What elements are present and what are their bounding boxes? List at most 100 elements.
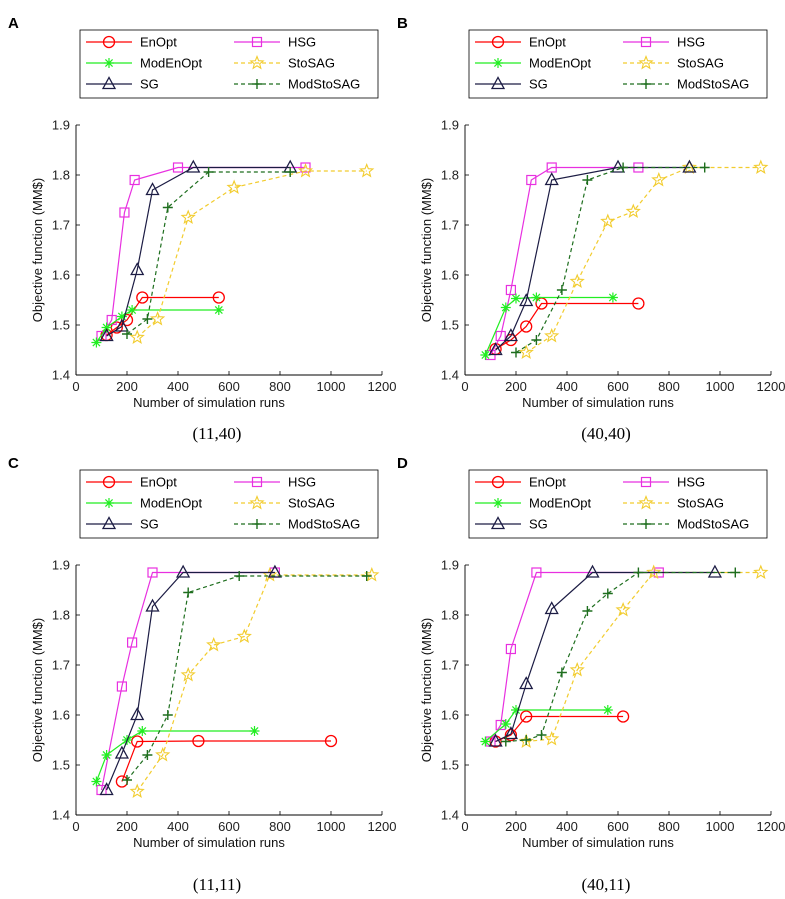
legend-marker-plus-icon xyxy=(641,79,651,89)
panel-b: B EnOpt HSG ModEnOpt StoSAG SG ModStoSAG 0 200 40… xyxy=(397,15,785,443)
series-enopt xyxy=(489,297,645,356)
series-hsg xyxy=(485,162,644,361)
x-tick-label: 800 xyxy=(658,379,680,394)
data-point xyxy=(520,320,533,333)
data-point xyxy=(236,628,252,643)
legend-marker-triangle-icon xyxy=(490,76,506,90)
legend-marker-circle-icon xyxy=(491,35,505,49)
legend-label: SG xyxy=(140,517,159,532)
legend-marker-triangle-icon xyxy=(101,76,117,90)
data-point xyxy=(130,262,145,276)
legend-entry-stosag: StoSAG xyxy=(234,54,335,71)
series-hsg xyxy=(96,567,280,796)
data-point xyxy=(488,733,503,747)
data-point xyxy=(519,676,534,690)
x-tick-label: 400 xyxy=(556,379,578,394)
data-point xyxy=(136,291,149,304)
data-point xyxy=(556,667,567,678)
data-point xyxy=(101,322,112,333)
legend-entry-modstosag: ModStoSAG xyxy=(623,77,749,92)
series-modstosag xyxy=(122,571,372,785)
panel-letter: B xyxy=(397,15,408,32)
legend-label: EnOpt xyxy=(529,475,566,490)
legend-label: StoSAG xyxy=(288,56,335,71)
series-stosag xyxy=(518,159,769,359)
y-axis-label: Objective function (MM$) xyxy=(419,178,434,323)
panel-c: C EnOpt HSG ModEnOpt StoSAG SG ModStoSAG 0 200 40… xyxy=(8,455,396,894)
data-point xyxy=(192,734,205,748)
data-point xyxy=(500,719,511,729)
x-tick-label: 1200 xyxy=(757,819,785,834)
data-point xyxy=(569,661,585,677)
y-tick-label: 1.5 xyxy=(52,318,70,333)
legend: EnOpt HSG ModEnOpt StoSAG SG ModStoSAG xyxy=(468,469,768,539)
legend-marker-pentagram-icon xyxy=(638,494,654,510)
data-point xyxy=(646,564,662,579)
x-tick-label: 1200 xyxy=(368,379,397,394)
data-point xyxy=(183,587,194,598)
y-tick-label: 1.5 xyxy=(441,318,459,333)
legend-box xyxy=(468,469,768,539)
legend-label: HSG xyxy=(288,35,316,50)
data-point xyxy=(129,783,145,798)
y-tick-label: 1.9 xyxy=(441,558,459,573)
legend-entry-modstosag: ModStoSAG xyxy=(623,517,749,532)
series-line-stosag xyxy=(525,166,761,354)
data-point xyxy=(615,601,631,617)
data-point xyxy=(503,726,518,740)
data-point xyxy=(149,310,166,326)
data-point xyxy=(126,637,138,648)
legend-label: ModEnOpt xyxy=(140,56,203,71)
data-point xyxy=(521,735,532,745)
data-point xyxy=(544,730,560,746)
legend-label: SG xyxy=(529,517,548,532)
legend-label: StoSAG xyxy=(677,496,724,511)
x-tick-label: 1200 xyxy=(757,379,785,394)
data-point xyxy=(544,601,559,615)
data-point xyxy=(114,745,129,759)
data-point xyxy=(753,564,769,579)
legend-entry-enopt: EnOpt xyxy=(475,35,566,50)
y-tick-label: 1.4 xyxy=(52,368,70,383)
x-tick-label: 1000 xyxy=(317,379,346,394)
y-tick-label: 1.6 xyxy=(441,708,459,723)
data-point xyxy=(544,327,560,343)
legend-label: ModStoSAG xyxy=(677,517,749,532)
legend-entry-modstosag: ModStoSAG xyxy=(234,77,360,92)
legend-marker-circle-icon xyxy=(491,475,505,489)
legend-marker-square-icon xyxy=(640,476,652,488)
x-tick-label: 800 xyxy=(269,379,291,394)
data-point xyxy=(503,328,518,342)
data-point xyxy=(600,213,616,228)
series-line-modstosag xyxy=(505,571,736,743)
legend-label: EnOpt xyxy=(140,475,177,490)
data-point xyxy=(730,567,741,578)
data-point xyxy=(520,710,533,723)
x-tick-label: 0 xyxy=(72,819,79,834)
legend-marker-square-icon xyxy=(640,36,652,48)
legend-entry-modenopt: ModEnOpt xyxy=(475,56,592,71)
x-tick-label: 1200 xyxy=(368,819,397,834)
data-point xyxy=(172,162,184,173)
data-point xyxy=(488,342,503,356)
legend-entry-modstosag: ModStoSAG xyxy=(234,517,360,532)
y-tick-label: 1.7 xyxy=(52,658,70,673)
series-line-enopt xyxy=(121,740,331,782)
legend-entry-stosag: StoSAG xyxy=(623,494,724,511)
data-point xyxy=(131,735,144,748)
legend-label: ModStoSAG xyxy=(677,77,749,92)
y-tick-label: 1.8 xyxy=(52,168,70,183)
legend-entry-hsg: HSG xyxy=(623,475,705,490)
legend-label: EnOpt xyxy=(529,35,566,50)
y-tick-label: 1.6 xyxy=(52,708,70,723)
data-point xyxy=(505,643,517,655)
data-point xyxy=(145,598,160,612)
legend-label: ModEnOpt xyxy=(529,56,592,71)
data-point xyxy=(511,293,521,304)
series-modstosag xyxy=(500,567,741,747)
series-modenopt xyxy=(480,292,618,360)
legend-marker-star-icon xyxy=(493,58,503,68)
legend: EnOpt HSG ModEnOpt StoSAG SG ModStoSAG xyxy=(79,29,379,99)
data-point xyxy=(359,162,375,178)
